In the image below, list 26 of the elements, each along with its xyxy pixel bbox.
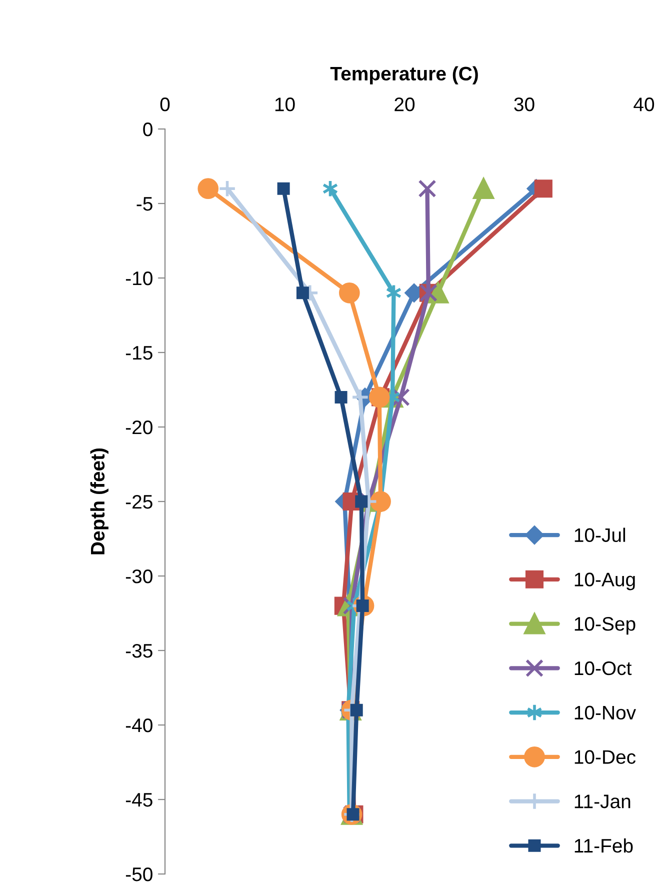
legend-label: 10-Sep xyxy=(574,617,636,635)
legend-label: 10-Nov xyxy=(574,706,636,720)
y-tick-label: -45 xyxy=(126,793,152,807)
y-tick-label: -20 xyxy=(126,420,152,434)
legend-label: 10-Dec xyxy=(574,750,636,764)
x-tick-label: 10 xyxy=(275,98,295,112)
y-tick-label: -50 xyxy=(126,867,152,882)
legend-label: 10-Jul xyxy=(574,528,626,542)
y-tick-label: 0 xyxy=(143,122,152,136)
x-tick-label: 30 xyxy=(514,98,534,112)
y-tick-label: -15 xyxy=(126,346,152,360)
y-tick-label: -35 xyxy=(126,644,152,658)
x-tick-label: 20 xyxy=(394,98,415,112)
x-tick-label: 0 xyxy=(160,98,170,112)
y-axis-title: Depth (feet) xyxy=(90,448,108,554)
legend-label: 10-Oct xyxy=(574,661,632,676)
y-tick-label: -10 xyxy=(126,271,152,286)
x-axis-title: Temperature (C) xyxy=(330,66,478,84)
legend-label: 11-Jan xyxy=(574,794,630,808)
y-tick-label: -25 xyxy=(126,494,152,509)
y-tick-label: -40 xyxy=(126,718,152,732)
y-tick-label: -5 xyxy=(136,197,152,211)
y-tick-label: -30 xyxy=(126,569,152,584)
legend-label: 10-Aug xyxy=(574,572,635,590)
legend-label: 11-Feb xyxy=(574,838,633,853)
x-tick-label: 40 xyxy=(634,98,654,112)
